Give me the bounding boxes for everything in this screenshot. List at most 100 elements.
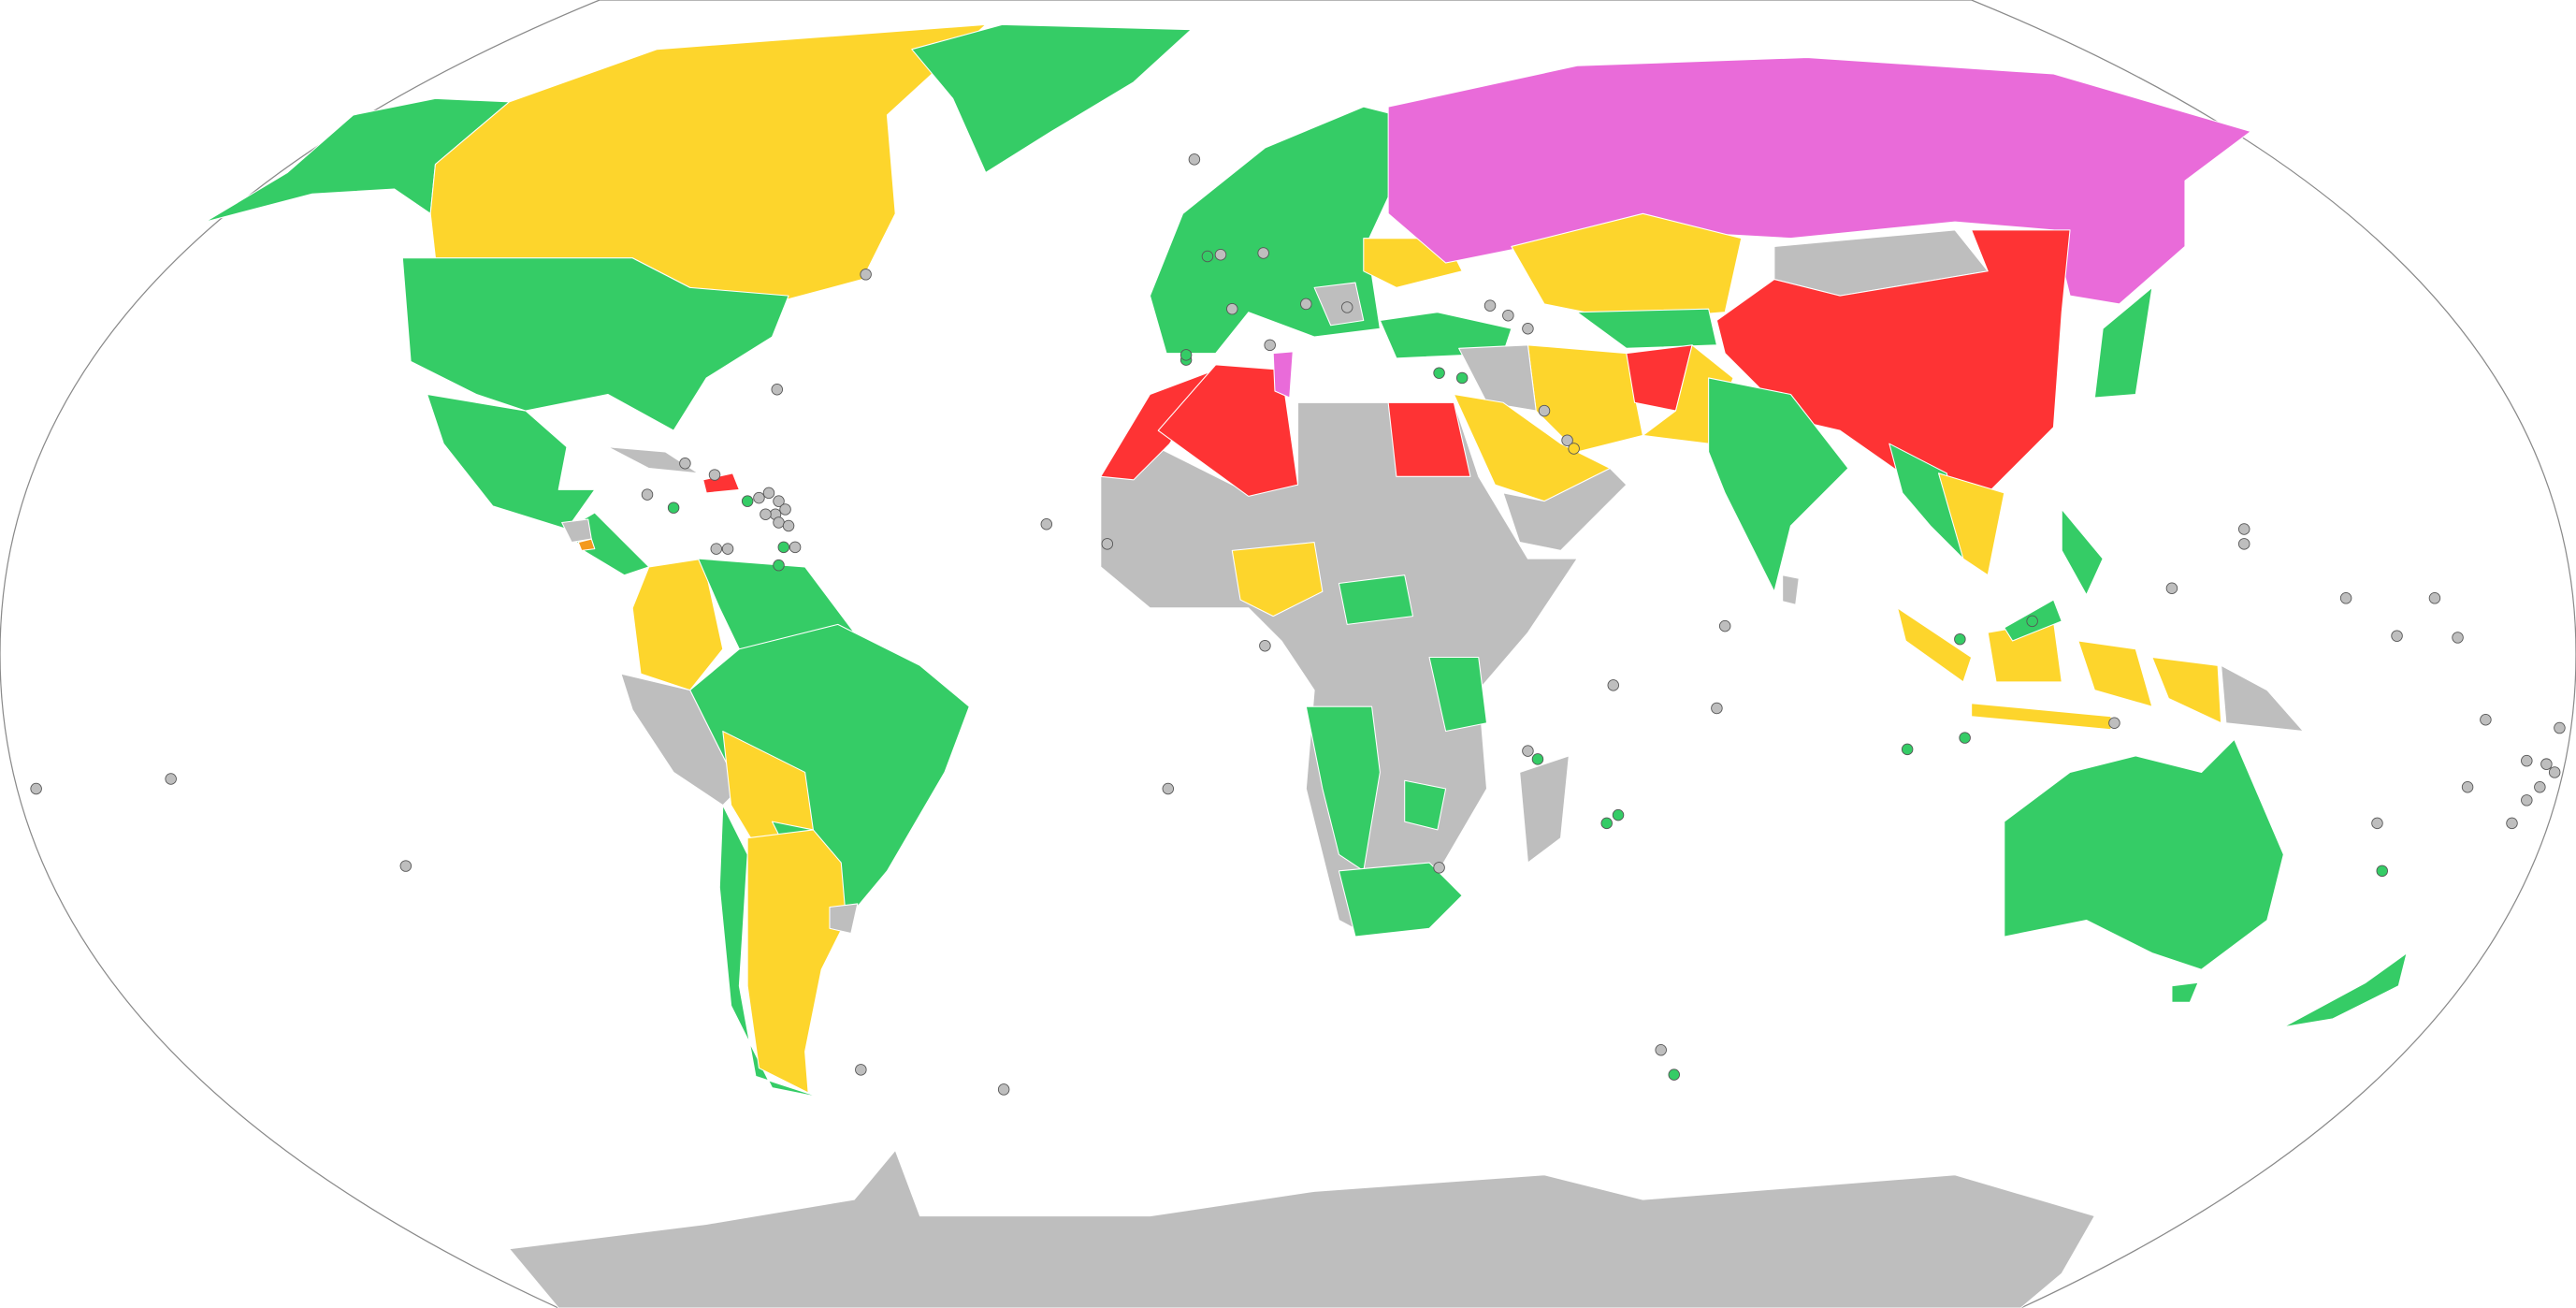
region-greenland xyxy=(911,23,1192,173)
island-marker xyxy=(1300,298,1312,311)
island-marker xyxy=(1214,248,1227,261)
island-marker xyxy=(1711,702,1723,715)
island-marker xyxy=(2548,766,2561,778)
island-marker xyxy=(1522,745,1534,757)
region-central-asia xyxy=(1576,308,1717,349)
island-marker xyxy=(2540,758,2553,770)
island-marker xyxy=(679,458,691,470)
island-marker xyxy=(753,491,765,504)
island-marker xyxy=(1040,518,1053,530)
island-marker xyxy=(1201,250,1214,263)
island-marker xyxy=(1340,301,1353,313)
island-marker xyxy=(1455,371,1469,385)
island-marker xyxy=(1600,817,1613,830)
island-marker xyxy=(1257,247,1269,259)
region-tasmania xyxy=(2171,981,2199,1003)
island-marker xyxy=(789,541,802,554)
island-marker xyxy=(710,543,723,555)
island-marker xyxy=(855,1064,867,1076)
region-algeria xyxy=(1157,364,1299,497)
island-marker xyxy=(1561,434,1573,446)
island-marker xyxy=(30,782,42,795)
island-marker xyxy=(399,860,412,872)
island-marker xyxy=(708,469,721,481)
region-south-africa xyxy=(1338,862,1463,937)
island-marker xyxy=(2108,717,2120,729)
region-philippines xyxy=(2061,508,2104,596)
region-antarctica xyxy=(508,1149,2095,1308)
island-marker xyxy=(773,495,785,507)
region-cuba xyxy=(607,446,699,474)
region-egypt xyxy=(1387,401,1471,477)
region-turkey xyxy=(1379,312,1512,359)
island-marker xyxy=(1162,782,1175,795)
region-vietnam-laos xyxy=(1937,472,2005,576)
island-marker xyxy=(741,495,754,507)
island-marker xyxy=(2428,592,2441,604)
island-markers xyxy=(30,153,2566,1096)
region-new-zealand xyxy=(2282,952,2408,1028)
island-marker xyxy=(1259,639,1271,652)
region-iraq-syria xyxy=(1458,344,1537,412)
island-marker xyxy=(1612,808,1625,821)
region-nigeria xyxy=(1231,542,1324,618)
region-tunisia xyxy=(1272,351,1294,399)
island-marker xyxy=(2480,714,2492,726)
region-papua-new-guinea xyxy=(2221,664,2304,733)
region-madagascar xyxy=(1519,755,1570,864)
island-marker xyxy=(1959,732,1971,744)
island-marker xyxy=(1188,153,1201,166)
island-marker xyxy=(1226,302,1238,315)
region-sri-lanka xyxy=(1782,574,1800,605)
island-marker xyxy=(2237,523,2250,535)
island-marker xyxy=(2371,817,2383,830)
region-mexico xyxy=(427,393,596,530)
island-marker xyxy=(1901,743,1914,756)
region-usa xyxy=(401,257,789,431)
island-marker xyxy=(2339,592,2352,604)
island-marker xyxy=(779,503,791,516)
island-marker xyxy=(2165,582,2178,594)
island-marker xyxy=(1433,367,1445,379)
island-marker xyxy=(782,519,795,532)
island-marker xyxy=(2534,781,2546,793)
island-marker xyxy=(641,488,654,501)
region-argentina xyxy=(746,829,847,1094)
region-russia xyxy=(1387,56,2251,305)
island-marker xyxy=(1101,538,1114,550)
island-marker xyxy=(2506,817,2518,830)
island-marker xyxy=(2026,615,2038,628)
island-marker xyxy=(1483,299,1497,312)
island-marker xyxy=(1531,753,1544,765)
island-marker xyxy=(773,559,785,572)
region-uruguay xyxy=(829,903,859,935)
region-india xyxy=(1708,377,1849,592)
region-west-papua xyxy=(2151,656,2222,724)
island-marker xyxy=(771,384,784,396)
island-marker xyxy=(721,543,734,555)
island-marker xyxy=(2237,538,2250,550)
island-marker xyxy=(2461,781,2474,793)
island-marker xyxy=(2521,754,2533,767)
island-marker xyxy=(1607,679,1619,691)
island-marker xyxy=(1655,1044,1667,1056)
island-marker xyxy=(2391,630,2403,642)
island-marker xyxy=(2521,794,2533,807)
region-central-african-republic xyxy=(1338,574,1414,625)
island-marker xyxy=(1502,309,1514,322)
region-tanzania-kenya xyxy=(1428,656,1488,733)
island-marker xyxy=(1433,862,1445,874)
island-marker xyxy=(1954,632,1966,646)
region-indochina-west xyxy=(1889,443,1964,560)
region-chile xyxy=(718,805,822,1098)
island-marker xyxy=(667,501,680,514)
country-regions xyxy=(205,23,2408,1308)
region-kazakhstan xyxy=(1511,212,1743,322)
island-marker xyxy=(1179,349,1193,361)
island-marker xyxy=(997,1083,1010,1096)
region-balkans xyxy=(1313,282,1365,327)
region-java-islands xyxy=(1971,703,2112,731)
island-marker xyxy=(762,487,775,500)
island-marker xyxy=(1264,339,1276,352)
